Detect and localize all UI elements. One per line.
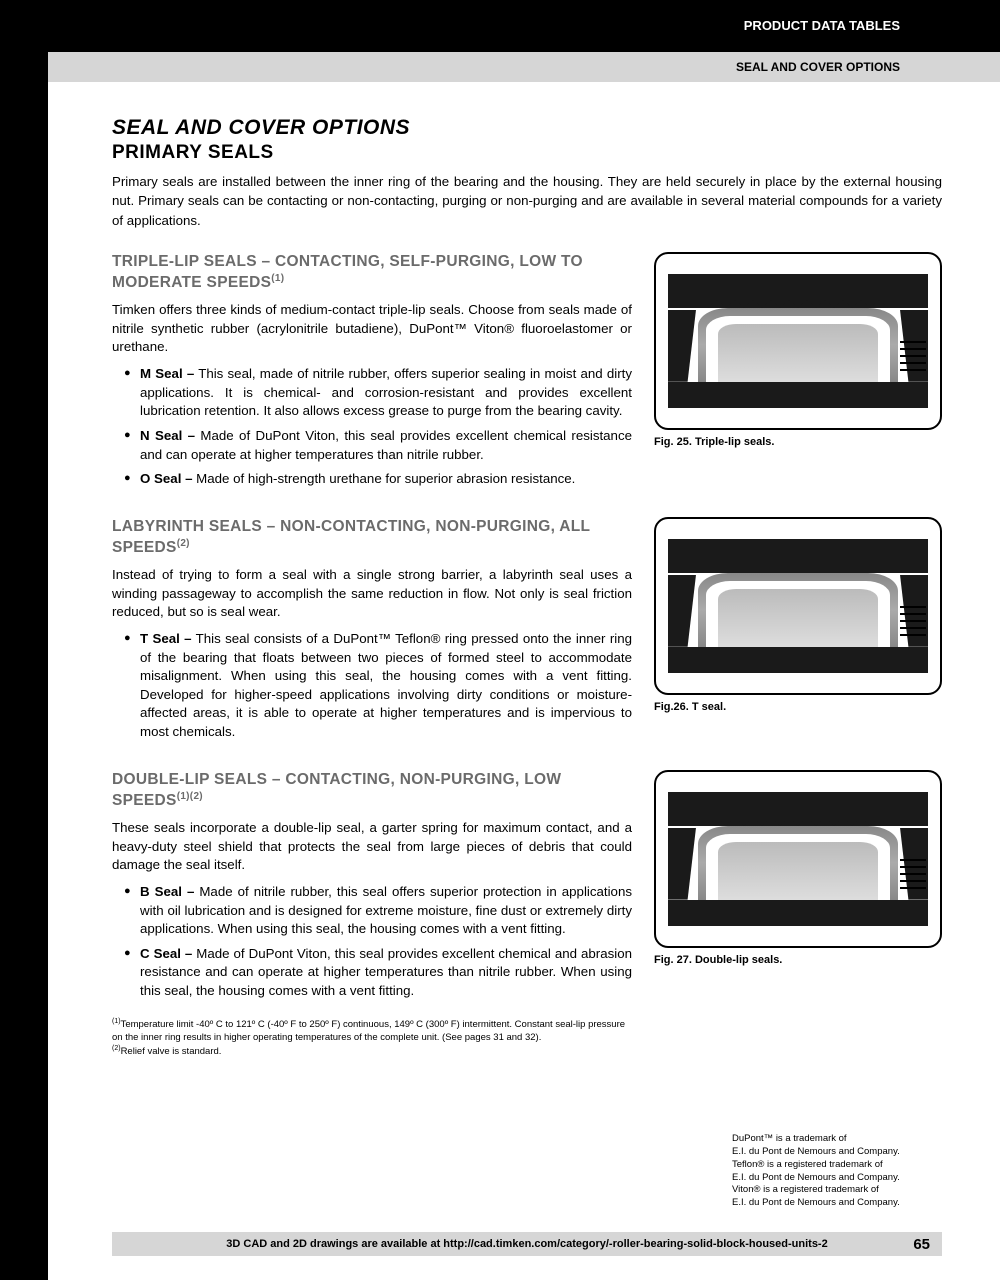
list-item: N Seal – Made of DuPont Viton, this seal… [128,427,632,464]
section-labyrinth: LABYRINTH SEALS – NON-CONTACTING, NON-PU… [112,517,942,748]
section-triple-lip: TRIPLE-LIP SEALS – CONTACTING, SELF-PURG… [112,252,942,495]
figure-caption: Fig. 25. Triple-lip seals. [654,436,942,448]
section-text: Timken offers three kinds of medium-cont… [112,301,632,357]
list-item: O Seal – Made of high-strength urethane … [128,470,632,489]
figure-double-lip [654,770,942,948]
list-item: C Seal – Made of DuPont Viton, this seal… [128,945,632,1001]
header-grey-bar: SEAL AND COVER OPTIONS [48,52,1000,82]
left-black-margin [0,0,48,1280]
section-double-lip: DOUBLE-LIP SEALS – CONTACTING, NON-PURGI… [112,770,942,1007]
figure-caption: Fig. 27. Double-lip seals. [654,954,942,966]
footer-bar: 3D CAD and 2D drawings are available at … [112,1232,942,1256]
footer-text: 3D CAD and 2D drawings are available at … [226,1238,827,1250]
page-number: 65 [913,1236,930,1253]
intro-paragraph: Primary seals are installed between the … [112,172,942,230]
trademark-note: DuPont™ is a trademark ofE.I. du Pont de… [732,1133,942,1210]
list-item: B Seal – Made of nitrile rubber, this se… [128,883,632,939]
bullet-list: M Seal – This seal, made of nitrile rubb… [112,365,632,489]
figure-t-seal [654,517,942,695]
list-item: M Seal – This seal, made of nitrile rubb… [128,365,632,421]
section-heading: TRIPLE-LIP SEALS – CONTACTING, SELF-PURG… [112,252,632,293]
sub-title: PRIMARY SEALS [112,142,942,164]
figure-triple-lip [654,252,942,430]
main-title: SEAL AND COVER OPTIONS [112,116,942,140]
bullet-list: B Seal – Made of nitrile rubber, this se… [112,883,632,1001]
bullet-list: T Seal – This seal consists of a DuPont™… [112,630,632,742]
header-black-bar: PRODUCT DATA TABLES [0,0,1000,52]
page-content: SEAL AND COVER OPTIONS PRIMARY SEALS Pri… [112,116,942,1059]
section-text: These seals incorporate a double-lip sea… [112,819,632,875]
section-text: Instead of trying to form a seal with a … [112,566,632,622]
list-item: T Seal – This seal consists of a DuPont™… [128,630,632,742]
section-heading: LABYRINTH SEALS – NON-CONTACTING, NON-PU… [112,517,632,558]
footnotes: (1)Temperature limit -40º C to 121º C (-… [112,1017,632,1060]
section-heading: DOUBLE-LIP SEALS – CONTACTING, NON-PURGI… [112,770,632,811]
figure-caption: Fig.26. T seal. [654,701,942,713]
